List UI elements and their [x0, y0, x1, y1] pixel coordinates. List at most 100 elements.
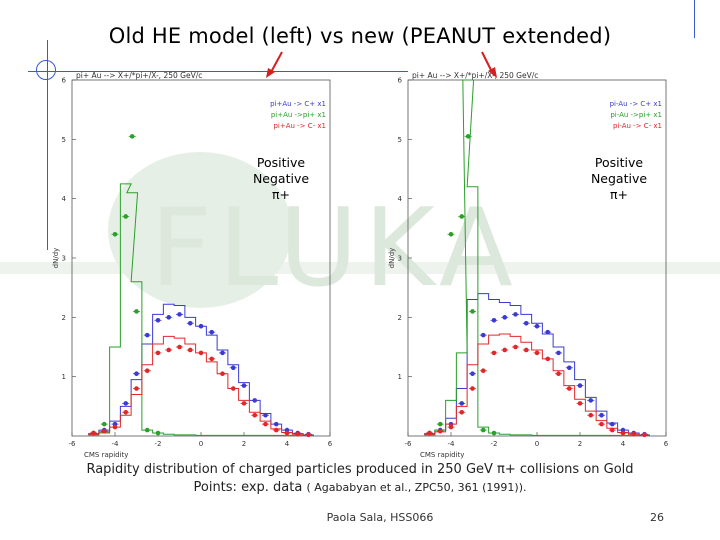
x-tick-label: -2: [155, 440, 162, 448]
footer-author: Paola Sala, HSS066: [326, 511, 434, 524]
data-point-positive: [470, 371, 475, 377]
x-axis-label: CMS rapidity: [420, 451, 464, 459]
data-point-negative: [523, 347, 529, 353]
data-point-negative: [491, 350, 497, 356]
data-point-pi_plus: [129, 134, 135, 139]
caption-points-text: Points: exp. data: [193, 480, 303, 495]
x-tick-label: 2: [578, 440, 582, 448]
caption-reference: ( Agababyan et al., ZPC50, 361 (1991)).: [306, 481, 527, 494]
data-point-negative: [513, 344, 518, 350]
legend-entry: pi-Au ->pi+ x1: [610, 111, 662, 119]
legend-overlay-right: Positive Negative π+: [588, 155, 650, 203]
data-point-pi_plus: [134, 309, 139, 314]
x-tick-label: -4: [448, 440, 456, 448]
x-tick-label: 4: [621, 440, 626, 448]
data-point-negative: [252, 412, 258, 418]
data-point-negative: [155, 350, 161, 356]
y-tick-label: 4: [398, 195, 403, 203]
data-point-positive: [155, 318, 161, 323]
data-point-negative: [599, 421, 604, 427]
legend-entry: pi+Au -> C- x1: [273, 122, 326, 130]
data-point-positive: [273, 421, 279, 427]
data-point-negative: [448, 424, 454, 430]
y-tick-label: 2: [398, 314, 402, 322]
caption-line-1: Rapidity distribution of charged particl…: [86, 462, 634, 477]
data-point-positive: [480, 332, 486, 338]
data-point-negative: [631, 431, 637, 437]
legend-entry: pi-Au -> C- x1: [613, 122, 662, 130]
data-point-pi_plus: [448, 231, 454, 237]
data-point-negative: [577, 401, 583, 406]
data-point-positive: [545, 329, 551, 335]
data-point-negative: [470, 386, 475, 391]
y-tick-label: 6: [62, 77, 67, 85]
data-point-negative: [263, 421, 268, 427]
data-point-positive: [123, 401, 129, 406]
left-rapidity-plot: pi+ Au --> X+/*pi+/X-, 250 GeV/c -6 -4 -2 0 2…: [52, 71, 333, 459]
y-tick-label: 3: [62, 255, 66, 263]
x-tick-label: 0: [535, 440, 539, 448]
decor-circle: [36, 60, 56, 80]
legend-overlay-left: Positive Negative π+: [250, 155, 312, 203]
legend-entry: pi+Au ->pi+ x1: [271, 111, 326, 119]
decor-vertical-line: [47, 40, 48, 250]
data-point-negative: [187, 347, 193, 353]
data-point-negative: [230, 386, 236, 391]
data-point-negative: [112, 424, 118, 430]
legend-entry: pi+Au -> C+ x1: [270, 100, 326, 108]
data-point-positive: [177, 312, 182, 317]
mc-histogram-pi_plus: [88, 183, 314, 436]
data-point-positive: [220, 350, 225, 356]
data-point-negative: [144, 368, 150, 374]
data-point-positive: [513, 312, 518, 317]
data-point-positive: [599, 412, 604, 418]
x-tick-label: -6: [405, 440, 413, 448]
caption-line-2: Points: exp. data ( Agababyan et al., ZP…: [0, 480, 720, 495]
decor-top-right-line: [694, 0, 695, 38]
data-point-pi_plus: [144, 427, 150, 433]
right-rapidity-plot: pi+ Au --> X+/*pi+/X-, 250 GeV/c -6 -4 -2 0 2…: [388, 71, 669, 459]
data-point-negative: [134, 386, 139, 391]
x-tick-label: 4: [285, 440, 290, 448]
data-point-negative: [502, 347, 508, 353]
legend-positive-label: Positive: [256, 155, 306, 170]
data-point-positive: [556, 350, 561, 356]
fluka-watermark: FLUKA: [0, 152, 720, 310]
data-point-negative: [620, 430, 626, 436]
data-point-negative: [588, 412, 594, 418]
y-tick-label: 5: [62, 136, 66, 144]
data-point-pi_plus: [491, 430, 497, 436]
legend-negative-label: Negative: [252, 171, 310, 186]
data-point-negative: [284, 430, 290, 436]
data-point-negative: [295, 431, 301, 437]
data-point-negative: [556, 371, 561, 377]
data-point-pi_plus: [101, 421, 107, 427]
data-point-negative: [545, 356, 551, 362]
data-point-positive: [609, 421, 615, 427]
data-point-positive: [577, 383, 583, 388]
y-axis-label: dN/dy: [52, 248, 60, 269]
data-point-pi_plus: [480, 427, 486, 433]
plot-frame: [71, 79, 331, 437]
legend-positive-label: Positive: [594, 155, 644, 170]
data-point-negative: [273, 427, 279, 433]
data-point-positive: [209, 329, 215, 335]
x-tick-label: 6: [664, 440, 669, 448]
data-point-positive: [166, 315, 172, 320]
legend-entry: pi-Au -> C+ x1: [610, 100, 662, 108]
data-point-negative: [166, 347, 172, 353]
data-point-negative: [241, 401, 247, 406]
data-point-positive: [566, 365, 572, 371]
data-point-positive: [523, 320, 529, 326]
data-point-positive: [230, 365, 236, 371]
data-point-negative: [198, 350, 204, 356]
y-tick-label: 3: [398, 255, 402, 263]
x-tick-label: 2: [242, 440, 246, 448]
data-point-positive: [241, 383, 247, 388]
plot-title: pi+ Au --> X+/*pi+/X-, 250 GeV/c: [412, 71, 538, 80]
slide-title: Old HE model (left) vs new (PEANUT exten…: [108, 24, 612, 48]
data-point-positive: [459, 401, 465, 406]
mc-histogram-pi_plus: [424, 79, 650, 436]
data-point-negative: [123, 409, 129, 415]
y-tick-label: 2: [62, 314, 66, 322]
